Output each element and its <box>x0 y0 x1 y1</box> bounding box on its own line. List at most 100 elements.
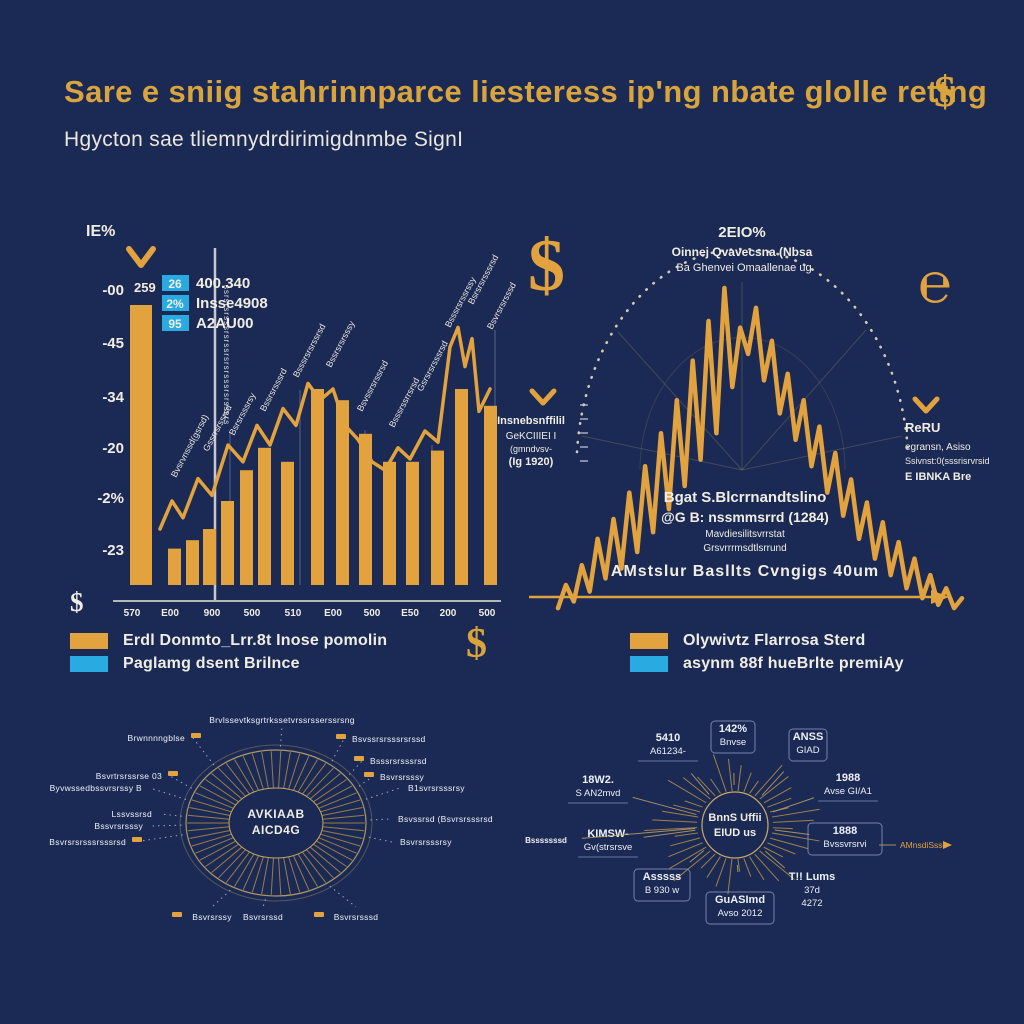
axis-note: ssrsrsrsssrsrssrsrsrsssrsrsssrs <box>222 285 231 425</box>
sun-label: S AN2mvd <box>576 788 621 799</box>
sun-ray <box>749 856 765 881</box>
marker-text: (Ig 1920) <box>509 456 554 468</box>
fan-spoke <box>211 846 243 873</box>
connector-line <box>761 771 785 796</box>
sun-ray <box>763 846 784 858</box>
fan-spoke <box>234 853 255 887</box>
connector-line <box>643 829 696 838</box>
sun-ray <box>673 804 701 813</box>
fan-ellipse <box>185 749 367 897</box>
fan-spoke <box>306 849 334 879</box>
page-title: Sare e sniig stahrinnparce liesteress ip… <box>64 74 988 109</box>
connector-line <box>581 827 696 839</box>
sun-ray <box>715 858 727 887</box>
fan-spoke <box>306 767 334 797</box>
fan-label: Bsvrsrsssrsy <box>400 837 452 847</box>
bar <box>455 389 468 585</box>
fan-label: Bssvrsrsssy <box>94 821 143 831</box>
fan-spoke <box>278 857 282 895</box>
footer-line: Mavdiesilitsvrrstat <box>705 529 785 540</box>
connector-line <box>358 776 373 787</box>
sun-ray <box>712 754 727 792</box>
label-box <box>705 891 775 925</box>
fan-spoke <box>234 759 255 793</box>
fan-label: Lssvssrsd <box>112 809 153 819</box>
fan-spoke <box>187 814 230 820</box>
bar <box>484 405 497 585</box>
compass-line <box>617 331 743 471</box>
legend-item: asynm 88f hueBrlte premiAy <box>630 655 904 672</box>
footer-line: Bgat S.Blcrrnandtslino <box>664 489 827 506</box>
fan-spoke <box>218 767 246 797</box>
legend-swatch-gold-icon <box>70 632 108 649</box>
axis-title: IE% <box>86 223 115 240</box>
fan-spoke <box>321 830 363 839</box>
connector-line <box>365 787 401 800</box>
fan-spoke <box>195 792 234 809</box>
fan-spoke <box>261 857 269 895</box>
connector-line <box>169 775 193 789</box>
sun-label: 18W2. <box>582 774 614 786</box>
fan-spoke <box>189 807 231 816</box>
legend-label: Olywivtz Flarrosa Sterd <box>683 631 866 649</box>
fan-spoke <box>321 807 363 816</box>
legend-label: Paglamg dsent Brilnce <box>123 654 300 672</box>
fan-spoke <box>292 855 310 891</box>
fan-spoke <box>225 851 251 883</box>
fan-spoke <box>318 837 357 854</box>
fan-spoke <box>278 751 282 789</box>
label-marker-icon <box>191 733 201 738</box>
fan-spoke <box>205 843 239 867</box>
x-tick-label: 570 <box>124 608 141 619</box>
sun-ray <box>670 837 700 847</box>
dollar-icon: $ <box>934 67 956 116</box>
bar-annotation: Bssrsrsrsssy <box>324 319 357 369</box>
fan-spoke <box>187 826 230 832</box>
fan-spoke <box>205 779 239 803</box>
sun-label: Asssss <box>643 871 682 883</box>
connector-line <box>774 829 810 835</box>
dollar-divider-icon: $ <box>466 621 487 667</box>
y-tick-label: -2% <box>97 490 124 507</box>
fan-spoke <box>322 814 365 820</box>
bar <box>186 540 199 585</box>
fan-spoke <box>199 840 236 861</box>
fan-spoke <box>251 856 264 893</box>
arrow-head-icon <box>943 841 952 849</box>
sun-label: KIMSW- <box>587 828 629 840</box>
callout-value: A2AU00 <box>196 315 254 332</box>
fan-spoke <box>270 857 274 895</box>
sun-ray <box>769 837 809 850</box>
sun-label: 142% <box>719 723 747 735</box>
connector-line <box>348 760 363 775</box>
fan-spoke <box>225 763 251 795</box>
fan-label: Bsvrsrsssy <box>380 772 425 782</box>
fan-spoke <box>320 833 361 847</box>
label-marker-icon <box>314 912 324 917</box>
sun-ray <box>767 842 796 855</box>
legend-swatch-blue-icon <box>70 655 108 672</box>
arc-percent-label: 2EIO% <box>718 224 766 241</box>
fan-spoke <box>301 851 327 883</box>
fan-spoke <box>261 751 269 789</box>
sun-ray <box>759 776 789 800</box>
bar <box>336 400 349 585</box>
sun-label: Avso 2012 <box>718 908 763 919</box>
bar <box>258 447 271 585</box>
fan-spoke <box>211 773 243 800</box>
sun-ray <box>662 810 699 818</box>
center-label: EIUD us <box>714 827 756 839</box>
label-marker-icon <box>336 734 346 739</box>
marker-text: (gmndvsv- <box>510 444 552 454</box>
fan-spoke <box>297 759 318 793</box>
bar <box>240 470 253 585</box>
fan-spoke <box>195 837 234 854</box>
connector-line <box>279 725 283 747</box>
sun-label: 1888 <box>833 825 857 837</box>
sun-ray <box>772 819 814 823</box>
sun-ray <box>697 776 716 797</box>
fan-spoke <box>251 753 264 790</box>
fan-spoke <box>218 849 246 879</box>
bar-annotation: Bsvrsrsrsssd <box>485 281 518 331</box>
price-line <box>555 285 965 611</box>
